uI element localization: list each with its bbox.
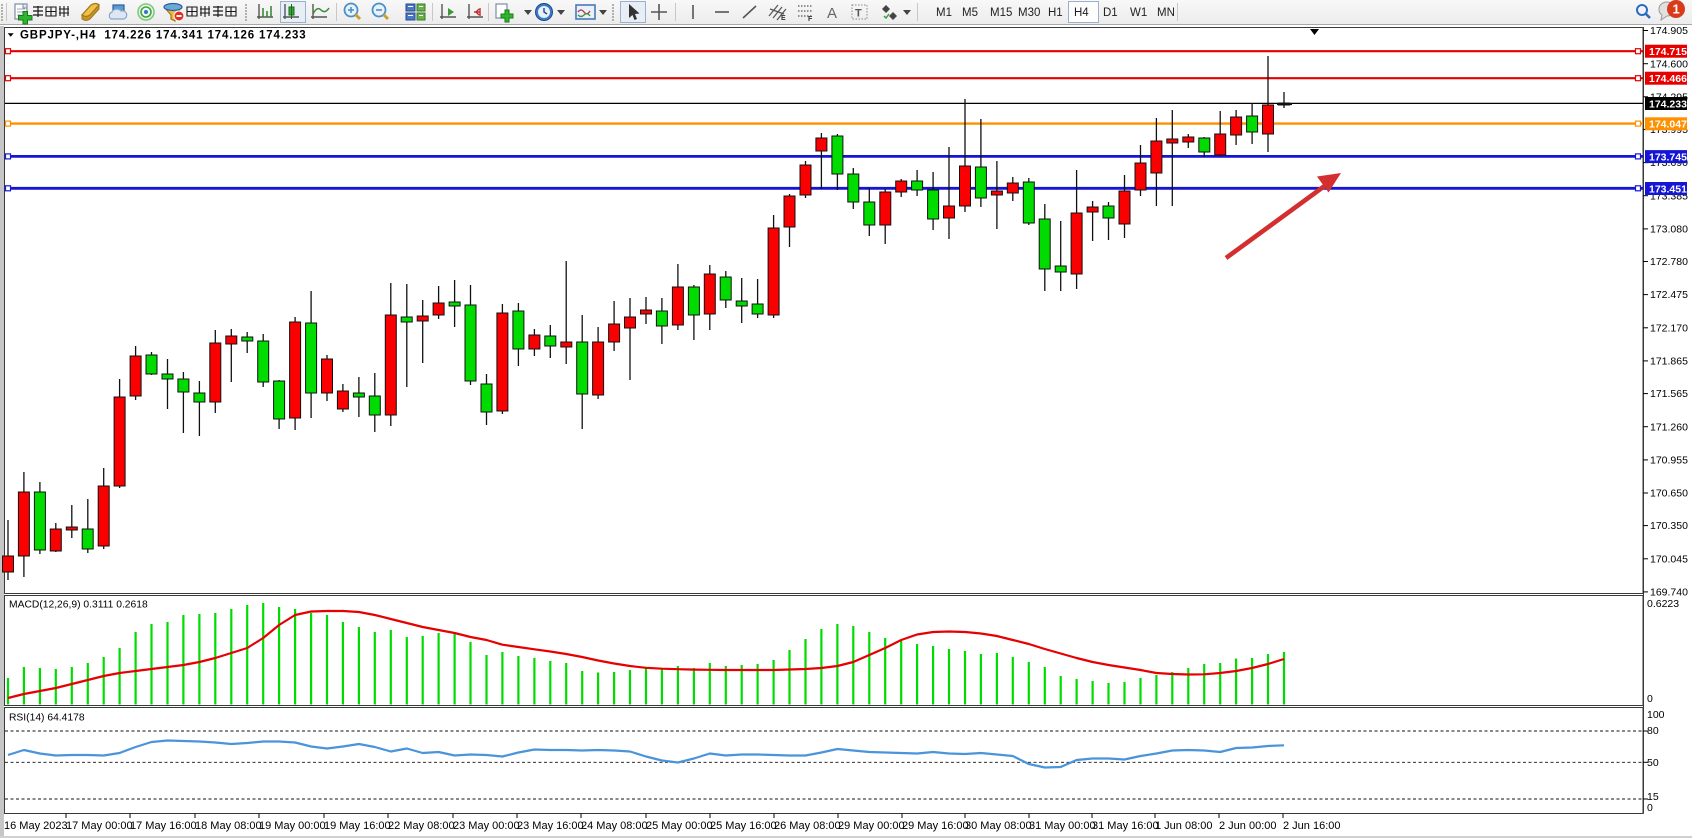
svg-text:173.451: 173.451	[1649, 183, 1687, 195]
svg-text:50: 50	[1647, 757, 1659, 769]
svg-text:100: 100	[1647, 709, 1665, 721]
svg-text:0: 0	[1647, 693, 1653, 705]
svg-text:172.475: 172.475	[1650, 289, 1688, 301]
svg-text:25 May 00:00: 25 May 00:00	[646, 820, 713, 832]
svg-text:31 May 16:00: 31 May 16:00	[1092, 820, 1159, 832]
svg-text:174.715: 174.715	[1649, 46, 1687, 58]
svg-text:23 May 16:00: 23 May 16:00	[517, 820, 584, 832]
svg-text:26 May 08:00: 26 May 08:00	[774, 820, 841, 832]
svg-text:170.650: 170.650	[1650, 488, 1688, 500]
svg-text:25 May 16:00: 25 May 16:00	[710, 820, 777, 832]
svg-text:T: T	[855, 8, 862, 20]
svg-text:80: 80	[1647, 725, 1659, 737]
svg-text:M30: M30	[1018, 7, 1040, 19]
svg-text:19 May 16:00: 19 May 16:00	[324, 820, 391, 832]
svg-text:173.745: 173.745	[1649, 151, 1687, 163]
svg-text:1 Jun 08:00: 1 Jun 08:00	[1155, 820, 1213, 832]
svg-text:29 May 16:00: 29 May 16:00	[902, 820, 969, 832]
svg-text:171.565: 171.565	[1650, 388, 1688, 400]
svg-text:0: 0	[1647, 802, 1653, 814]
svg-text:174.047: 174.047	[1649, 119, 1687, 131]
svg-text:29 May 00:00: 29 May 00:00	[838, 820, 905, 832]
svg-text:170.045: 170.045	[1650, 553, 1688, 565]
svg-text:18 May 08:00: 18 May 08:00	[195, 820, 262, 832]
svg-text:H4: H4	[1074, 7, 1089, 19]
svg-text:30 May 08:00: 30 May 08:00	[965, 820, 1032, 832]
svg-text:169.740: 169.740	[1650, 587, 1688, 599]
svg-text:174.905: 174.905	[1650, 25, 1688, 37]
svg-text:0.6223: 0.6223	[1647, 598, 1679, 610]
svg-text:M5: M5	[962, 7, 978, 19]
svg-text:17 May 00:00: 17 May 00:00	[66, 820, 133, 832]
svg-text:172.170: 172.170	[1650, 322, 1688, 334]
svg-text:H1: H1	[1048, 7, 1063, 19]
svg-text:2 Jun 16:00: 2 Jun 16:00	[1283, 820, 1341, 832]
svg-text:MN: MN	[1157, 7, 1175, 19]
svg-text:RSI(14) 64.4178: RSI(14) 64.4178	[9, 713, 85, 724]
svg-text:1: 1	[1673, 2, 1680, 17]
svg-text:174.466: 174.466	[1649, 73, 1687, 85]
svg-text:171.260: 171.260	[1650, 421, 1688, 433]
svg-text:M1: M1	[936, 7, 952, 19]
svg-text:31 May 00:00: 31 May 00:00	[1029, 820, 1096, 832]
svg-text:19 May 00:00: 19 May 00:00	[259, 820, 326, 832]
svg-text:24 May 08:00: 24 May 08:00	[581, 820, 648, 832]
svg-text:172.780: 172.780	[1650, 256, 1688, 268]
svg-text:E: E	[781, 15, 786, 22]
svg-text:15: 15	[1647, 791, 1659, 803]
svg-text:170.955: 170.955	[1650, 455, 1688, 467]
svg-text:F: F	[808, 16, 813, 23]
svg-text:22 May 08:00: 22 May 08:00	[388, 820, 455, 832]
svg-text:173.080: 173.080	[1650, 224, 1688, 236]
svg-text:171.865: 171.865	[1650, 356, 1688, 368]
svg-text:174.600: 174.600	[1650, 58, 1688, 70]
svg-text:16 May 2023: 16 May 2023	[4, 820, 68, 832]
svg-text:17 May 16:00: 17 May 16:00	[130, 820, 197, 832]
svg-text:23 May 00:00: 23 May 00:00	[453, 820, 520, 832]
svg-text:A: A	[827, 5, 837, 22]
svg-text:174.233: 174.233	[1649, 98, 1687, 110]
svg-text:M15: M15	[990, 7, 1012, 19]
svg-text:W1: W1	[1130, 7, 1147, 19]
svg-text:MACD(12,26,9) 0.3111 0.2618: MACD(12,26,9) 0.3111 0.2618	[9, 600, 148, 611]
svg-text:2 Jun 00:00: 2 Jun 00:00	[1219, 820, 1277, 832]
svg-text:GBPJPY-,H4 174.226 174.341 17: GBPJPY-,H4 174.226 174.341 174.126 174.2…	[20, 30, 307, 42]
svg-text:D1: D1	[1103, 7, 1118, 19]
svg-text:170.350: 170.350	[1650, 520, 1688, 532]
